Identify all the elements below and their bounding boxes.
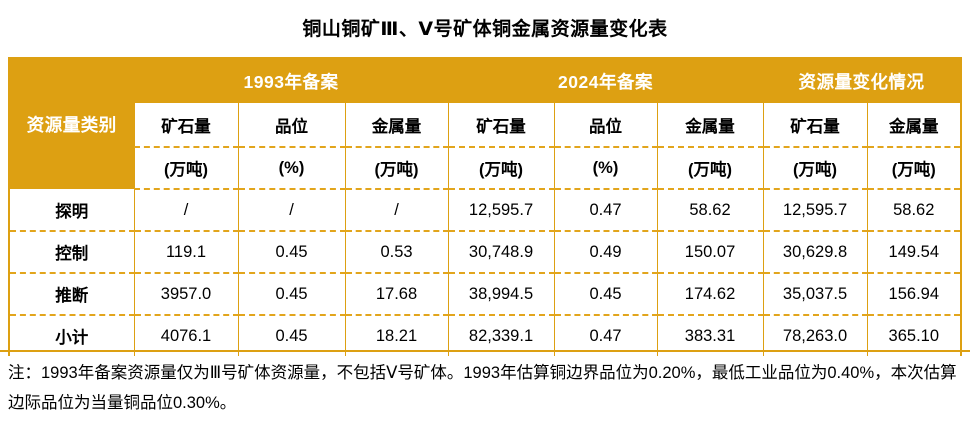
col-header: 品位 (553, 103, 658, 148)
data-cell: 119.1 (133, 231, 239, 274)
unit-row: (万吨) (%) (万吨) (万吨) (%) (万吨) (万吨) (万吨) (9, 147, 962, 190)
col-header: 矿石量 (762, 103, 868, 148)
data-cell: 0.53 (344, 231, 449, 274)
unit-header: (%) (553, 147, 658, 190)
unit-header: (万吨) (133, 147, 239, 190)
col-header: 金属量 (344, 103, 449, 148)
data-cell: 82,339.1 (447, 315, 555, 356)
column-name-row: 矿石量 品位 金属量 矿石量 品位 金属量 矿石量 金属量 (9, 103, 962, 148)
group-header-2024: 2024年备案 (448, 58, 764, 103)
data-cell: 18.21 (344, 315, 449, 356)
data-cell: 4076.1 (133, 315, 239, 356)
data-cell: 30,748.9 (447, 231, 555, 274)
col-header: 品位 (237, 103, 346, 148)
data-cell: 156.94 (866, 273, 962, 316)
data-cell: 30,629.8 (762, 231, 868, 274)
data-cell: 0.45 (237, 315, 346, 356)
data-cell: 0.47 (553, 189, 658, 232)
col-header: 矿石量 (447, 103, 555, 148)
unit-header: (万吨) (762, 147, 868, 190)
category-header-cell: 资源量类别 (9, 58, 134, 189)
data-cell: 365.10 (866, 315, 962, 356)
footnote: 注：1993年备案资源量仅为Ⅲ号矿体资源量，不包括Ⅴ号矿体。1993年估算铜边界… (8, 364, 957, 412)
row-label: 推断 (8, 273, 135, 316)
row-label: 探明 (8, 189, 135, 232)
data-cell: 58.62 (866, 189, 962, 232)
data-cell: 0.45 (237, 231, 346, 274)
unit-header: (%) (237, 147, 346, 190)
data-cell: 58.62 (656, 189, 764, 232)
row-label: 控制 (8, 231, 135, 274)
group-header-change: 资源量变化情况 (763, 58, 962, 103)
row-label: 小计 (8, 315, 135, 356)
unit-header: (万吨) (447, 147, 555, 190)
data-cell: 12,595.7 (762, 189, 868, 232)
data-cell: / (344, 189, 449, 232)
resource-change-table: 资源量类别 1993年备案 2024年备案 资源量变化情况 矿石量 品位 金属量… (8, 57, 963, 356)
data-cell: 383.31 (656, 315, 764, 356)
col-header: 金属量 (656, 103, 764, 148)
col-header: 金属量 (866, 103, 962, 148)
group-header-1993: 1993年备案 (134, 58, 449, 103)
data-cell: 174.62 (656, 273, 764, 316)
data-cell: 0.45 (553, 273, 658, 316)
data-cell: / (237, 189, 346, 232)
data-cell: 149.54 (866, 231, 962, 274)
data-cell: 35,037.5 (762, 273, 868, 316)
table-row-subtotal: 小计 4076.1 0.45 18.21 82,339.1 0.47 383.3… (8, 315, 962, 356)
table-bottom-rule (0, 350, 970, 352)
unit-header: (万吨) (344, 147, 449, 190)
table-row-proven: 探明 / / / 12,595.7 0.47 58.62 12,595.7 58… (8, 189, 962, 232)
page-title: 铜山铜矿Ⅲ、Ⅴ号矿体铜金属资源量变化表 (302, 19, 668, 40)
data-cell: 3957.0 (133, 273, 239, 316)
data-cell: 78,263.0 (762, 315, 868, 356)
data-cell: 38,994.5 (447, 273, 555, 316)
col-header: 矿石量 (133, 103, 239, 148)
data-cell: 17.68 (344, 273, 449, 316)
table-row-controlled: 控制 119.1 0.45 0.53 30,748.9 0.49 150.07 … (8, 231, 962, 274)
table-row-inferred: 推断 3957.0 0.45 17.68 38,994.5 0.45 174.6… (8, 273, 962, 316)
unit-header: (万吨) (866, 147, 962, 190)
data-cell: 150.07 (656, 231, 764, 274)
data-cell: / (133, 189, 239, 232)
data-cell: 0.45 (237, 273, 346, 316)
data-cell: 12,595.7 (447, 189, 555, 232)
data-cell: 0.49 (553, 231, 658, 274)
group-header-row: 资源量类别 1993年备案 2024年备案 资源量变化情况 (9, 58, 962, 189)
unit-header: (万吨) (656, 147, 764, 190)
